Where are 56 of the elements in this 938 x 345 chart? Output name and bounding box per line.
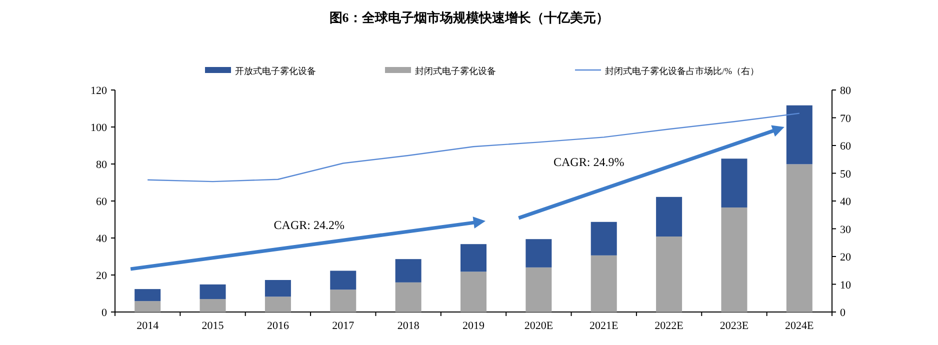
- bar: [721, 158, 748, 208]
- bar: [395, 259, 422, 282]
- annotation: CAGR: 24.2%: [274, 218, 344, 232]
- y-tick-label: 20: [96, 270, 108, 282]
- bar: [656, 236, 682, 312]
- y2-tick-label: 30: [840, 224, 852, 236]
- y2-tick-label: 50: [840, 168, 852, 180]
- x-tick-label: 2016: [266, 320, 290, 332]
- y2-tick-label: 70: [840, 112, 852, 125]
- x-tick-label: 2017: [332, 320, 355, 332]
- bar: [460, 244, 486, 272]
- bar: [656, 196, 682, 237]
- legend-label: 开放式电子雾化设备: [235, 66, 316, 76]
- bar: [526, 267, 552, 312]
- annotation: CAGR: 24.9%: [554, 155, 624, 169]
- bar: [200, 299, 226, 312]
- bar: [460, 272, 486, 312]
- bar: [526, 239, 552, 268]
- y-tick-label: 40: [96, 233, 108, 245]
- bar: [200, 284, 226, 300]
- legend-label: 封闭式电子雾化设备占市场比/%（右）: [605, 66, 759, 76]
- x-tick-label: 2023E: [720, 320, 749, 332]
- x-tick-label: 2021E: [589, 320, 618, 332]
- x-tick-label: 2020E: [524, 320, 554, 332]
- y-tick-label: 0: [102, 307, 108, 319]
- bar: [330, 270, 356, 290]
- bar: [395, 282, 422, 312]
- y2-tick-label: 80: [840, 85, 852, 97]
- y2-tick-label: 0: [840, 307, 846, 319]
- bar: [590, 255, 617, 312]
- bar: [590, 222, 617, 256]
- legend-label: 封闭式电子雾化设备: [415, 66, 496, 76]
- bar: [786, 164, 812, 312]
- y-tick-label: 60: [96, 196, 108, 208]
- bar: [134, 289, 161, 302]
- x-tick-label: 2022E: [654, 320, 684, 332]
- bar: [721, 207, 748, 312]
- y2-tick-label: 60: [840, 140, 852, 152]
- bar: [786, 105, 812, 164]
- y2-tick-label: 40: [840, 196, 852, 208]
- y-tick-label: 120: [90, 85, 108, 97]
- x-tick-label: 2015: [202, 320, 224, 332]
- x-tick-label: 2019: [462, 320, 485, 332]
- line-series: [146, 112, 800, 182]
- x-tick-label: 2014: [136, 320, 160, 332]
- y-tick-label: 80: [96, 159, 108, 171]
- bar: [330, 290, 356, 312]
- x-tick-label: 2018: [397, 320, 420, 332]
- y-tick-label: 100: [90, 122, 108, 134]
- bar: [264, 280, 291, 297]
- bar: [134, 301, 161, 312]
- y2-tick-label: 10: [840, 279, 852, 292]
- y2-tick-label: 20: [840, 252, 852, 264]
- x-tick-label: 2024E: [785, 320, 814, 332]
- chart-title: 图6：全球电子烟市场规模快速增长（十亿美元）: [329, 10, 609, 25]
- bar: [264, 296, 291, 312]
